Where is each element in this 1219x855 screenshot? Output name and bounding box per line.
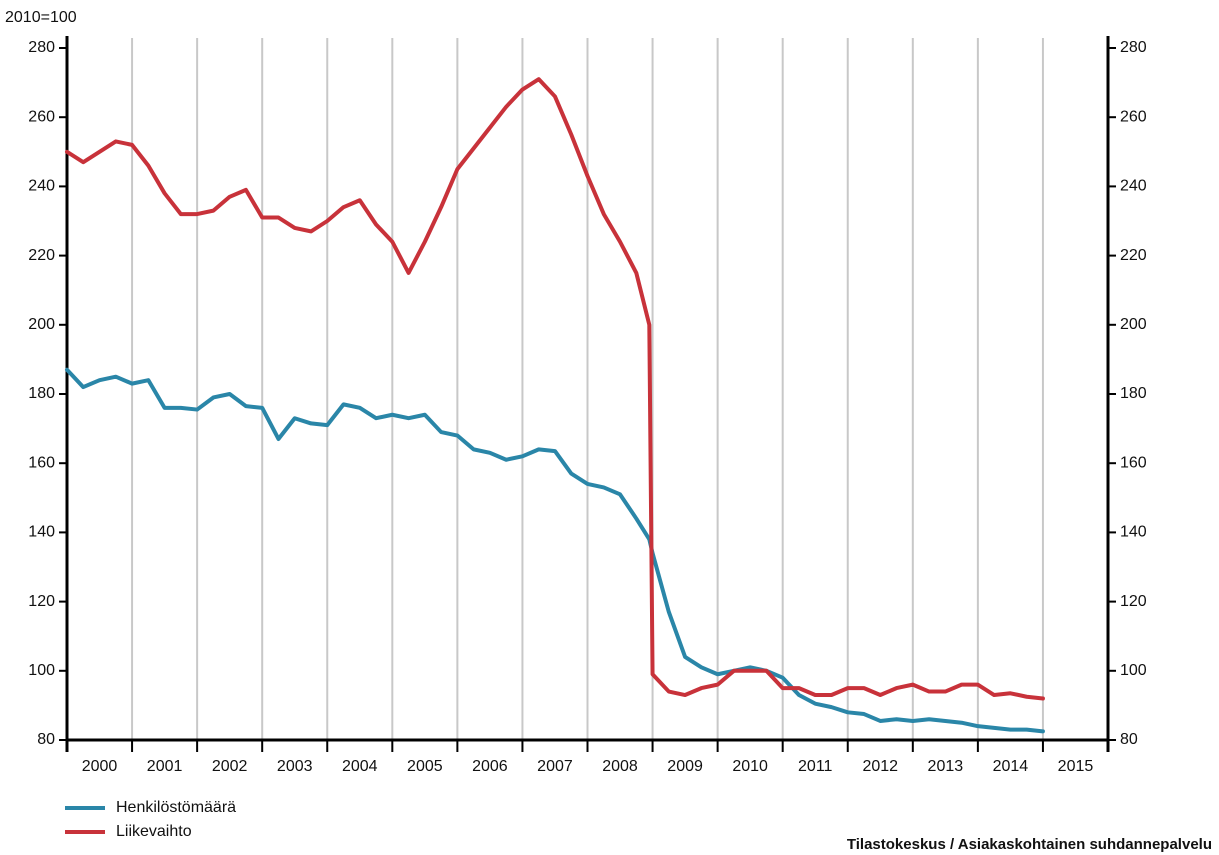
y-tick-label: 200	[28, 316, 55, 333]
y2-tick-label: 200	[1120, 316, 1147, 333]
y-axis-unit: 2010=100	[5, 9, 77, 26]
y2-tick-label: 80	[1120, 731, 1138, 748]
y-tick-label: 180	[28, 385, 55, 402]
y-tick-label: 80	[37, 731, 55, 748]
x-tick-label: 2000	[82, 758, 118, 775]
x-tick-label: 2012	[862, 758, 898, 775]
x-tick-label: 2001	[147, 758, 183, 775]
y-tick-label: 220	[28, 247, 55, 264]
y2-tick-label: 280	[1120, 39, 1147, 56]
x-tick-label: 2008	[602, 758, 638, 775]
series-line	[65, 77, 1045, 701]
y-tick-label: 140	[28, 524, 55, 541]
series-line	[65, 367, 1045, 734]
y2-tick-label: 260	[1120, 108, 1147, 125]
legend-label: Liikevaihto	[116, 823, 192, 840]
y-tick-label: 260	[28, 108, 55, 125]
x-tick-label: 2015	[1058, 758, 1094, 775]
source: Tilastokeskus / Asiakaskohtainen suhdann…	[847, 836, 1212, 853]
x-tick-label: 2014	[993, 758, 1029, 775]
x-tick-label: 2009	[667, 758, 703, 775]
y-tick-label: 240	[28, 178, 55, 195]
x-tick-label: 2013	[928, 758, 964, 775]
x-tick-label: 2011	[798, 758, 833, 775]
y2-tick-label: 160	[1120, 454, 1147, 471]
x-tick-label: 2010	[732, 758, 768, 775]
y2-tick-label: 220	[1120, 247, 1147, 264]
y2-tick-label: 100	[1120, 662, 1147, 679]
legend-label: Henkilöstömäärä	[116, 799, 236, 816]
x-tick-label: 2007	[537, 758, 573, 775]
y-tick-label: 120	[28, 593, 55, 610]
x-tick-label: 2006	[472, 758, 508, 775]
y-tick-label: 100	[28, 662, 55, 679]
y2-tick-label: 120	[1120, 593, 1147, 610]
x-tick-label: 2003	[277, 758, 313, 775]
x-tick-label: 2005	[407, 758, 443, 775]
y-tick-label: 160	[28, 454, 55, 471]
y-tick-label: 280	[28, 39, 55, 56]
y2-tick-label: 140	[1120, 524, 1147, 541]
x-tick-label: 2002	[212, 758, 248, 775]
y2-tick-label: 180	[1120, 385, 1147, 402]
y2-tick-label: 240	[1120, 178, 1147, 195]
x-tick-label: 2004	[342, 758, 378, 775]
